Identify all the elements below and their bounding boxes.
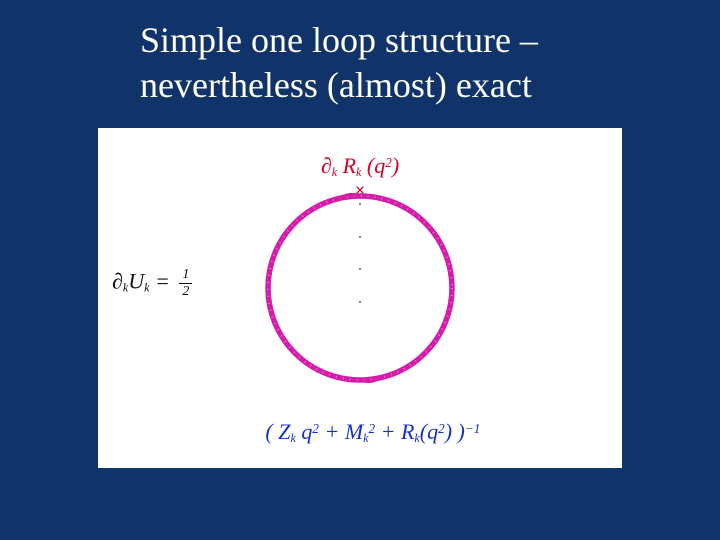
diagram-panel: ∂kUk = 12 ∂k Rk (q2) × ( Zk q2 + Mk2 + R… <box>98 128 622 468</box>
dot-icon <box>359 301 361 303</box>
R-arg-open: (q <box>420 419 438 444</box>
arg-close: ) <box>392 153 399 178</box>
partial-symbol: ∂ <box>112 269 123 294</box>
potential-symbol: U <box>128 269 144 294</box>
propagator-label: ( Zk q2 + Mk2 + Rk(q2) )−1 <box>265 419 480 446</box>
paren-open: ( <box>265 419 278 444</box>
Z-symbol: Z <box>278 419 290 444</box>
lhs-equation: ∂kUk = 12 <box>112 268 192 299</box>
q-symbol: q <box>296 419 313 444</box>
dot-icon <box>359 236 361 238</box>
regulator-R: R <box>337 153 356 178</box>
R-arg-close: ) ) <box>445 419 465 444</box>
slide-title: Simple one loop structure – nevertheless… <box>140 18 640 108</box>
title-line-2: nevertheless (almost) exact <box>140 65 532 105</box>
equals-sign: = <box>150 269 176 294</box>
interior-dots <box>357 203 363 303</box>
dot-icon <box>359 268 361 270</box>
regulator-insertion-label: ∂k Rk (q2) <box>321 153 399 180</box>
one-half: 12 <box>179 268 192 299</box>
inverse-power: −1 <box>465 421 481 436</box>
plus-M: + M <box>319 419 363 444</box>
plus-R: + R <box>375 419 414 444</box>
half-numerator: 1 <box>179 268 192 284</box>
dot-icon <box>359 203 361 205</box>
half-denominator: 2 <box>179 284 192 299</box>
dk-partial: ∂ <box>321 153 332 178</box>
arg-open: (q <box>361 153 385 178</box>
title-line-1: Simple one loop structure – <box>140 20 538 60</box>
